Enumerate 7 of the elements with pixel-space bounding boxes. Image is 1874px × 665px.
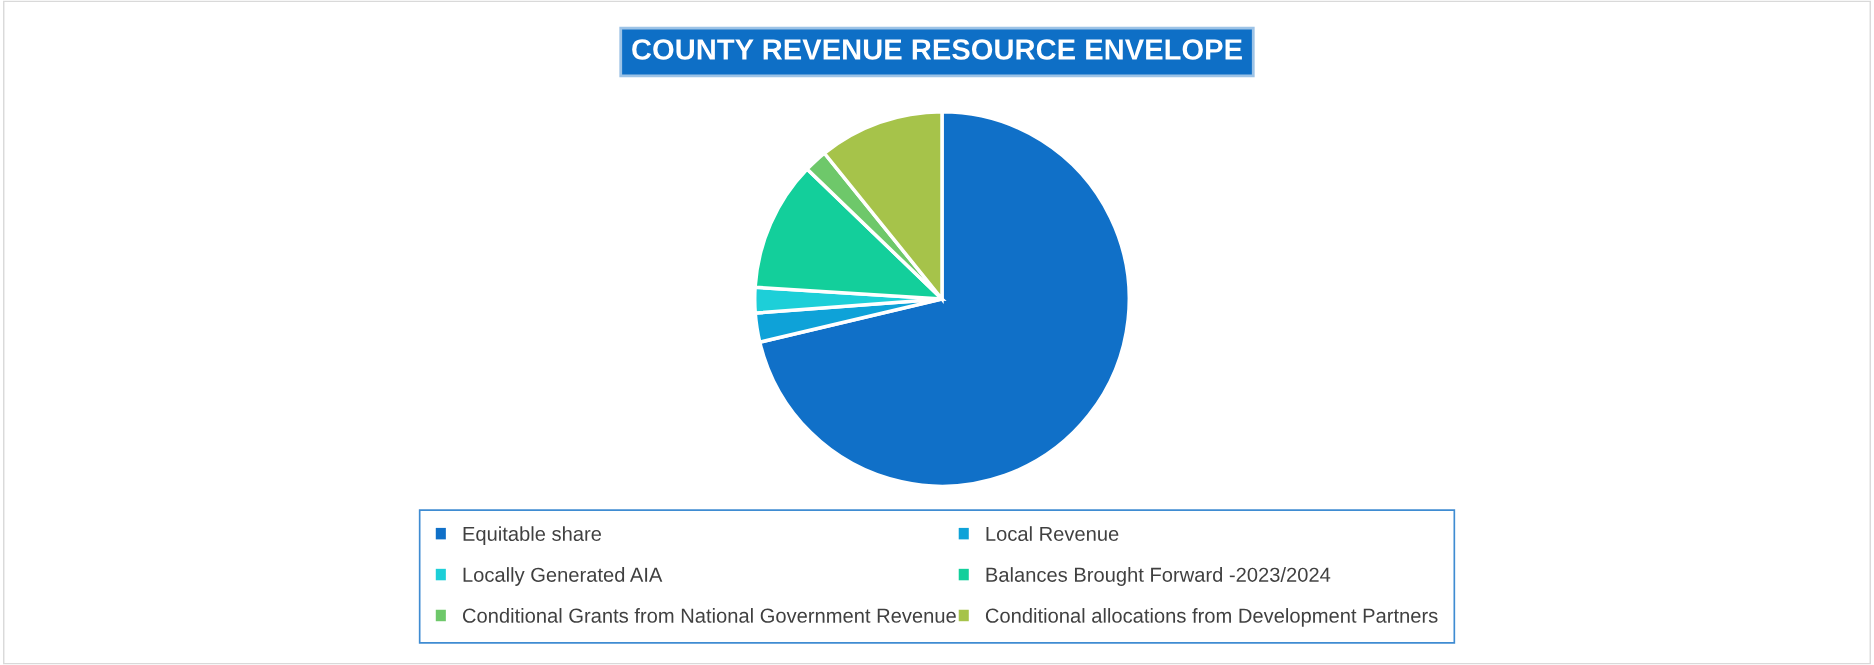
legend-label: Conditional Grants from National Government Revenue — [462, 608, 956, 623]
legend-label: Locally Generated AIA — [463, 567, 663, 586]
legend-label: Local Revenue — [986, 526, 1119, 541]
chart-title: COUNTY REVENUE RESOURCE ENVELOPE — [632, 39, 1242, 60]
legend-label: Equitable share — [463, 526, 602, 545]
legend-label: Conditional allocations from Development Partners — [985, 608, 1438, 627]
legend-label: Balances Brought Forward -2023/2024 — [986, 567, 1331, 586]
